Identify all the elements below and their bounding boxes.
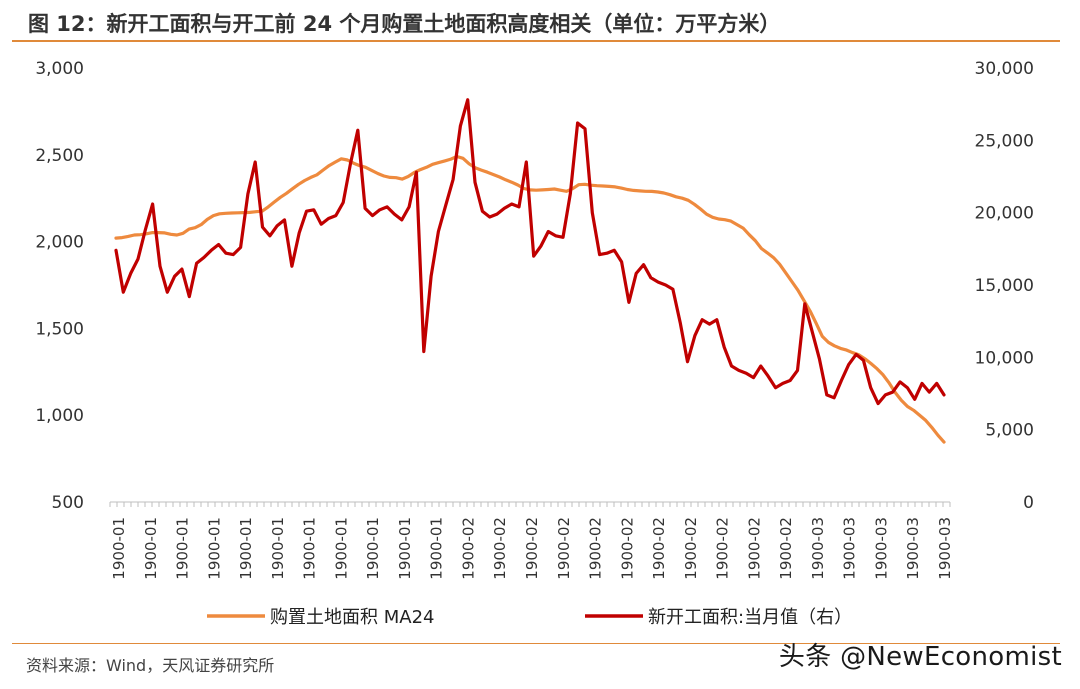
watermark: 头条 @NewEconomist	[778, 642, 1062, 672]
x-tick-label: 1900-03	[904, 517, 922, 580]
x-tick-label: 1900-02	[618, 517, 636, 580]
y-right-tick-label: 15,000	[975, 276, 1034, 296]
series-line-new-starts	[114, 98, 946, 406]
y-right-tick-label: 10,000	[975, 348, 1034, 368]
y-left-tick-label: 2,500	[35, 146, 84, 166]
x-tick-label: 1900-02	[714, 517, 732, 580]
x-tick-label: 1900-01	[237, 517, 255, 580]
y-right-tick-label: 0	[1023, 493, 1034, 513]
x-tick-label: 1900-03	[872, 517, 890, 580]
y-right-tick-label: 30,000	[975, 59, 1034, 79]
legend: 购置土地面积 MA24 新开工面积:当月值（右）	[207, 607, 852, 628]
y-left-tick-label: 500	[52, 493, 84, 513]
title-divider	[12, 40, 1060, 42]
series-layer	[114, 98, 946, 444]
x-tick-label: 1900-02	[777, 517, 795, 580]
x-tick-label: 1900-01	[110, 517, 128, 580]
footer-divider	[12, 643, 1060, 644]
figure-title: 图 12：新开工面积与开工前 24 个月购置土地面积高度相关（单位：万平方米）	[28, 12, 781, 36]
y-left-tick-label: 1,000	[35, 406, 84, 426]
x-tick-label: 1900-02	[587, 517, 605, 580]
x-tick-label: 1900-01	[332, 517, 350, 580]
x-tick-label: 1900-03	[809, 517, 827, 580]
y-right-tick-label: 20,000	[975, 204, 1034, 224]
y-left-tick-label: 3,000	[35, 59, 84, 79]
x-tick-label: 1900-03	[841, 517, 859, 580]
x-tick-label: 1900-03	[936, 517, 954, 580]
chart: 500 1,000 1,500 2,000 2,500 3,000 0 5,000 10,000…	[35, 59, 1034, 628]
x-tick-label: 1900-01	[269, 517, 287, 580]
x-tick-label: 1900-02	[682, 517, 700, 580]
x-tick-label: 1900-01	[205, 517, 223, 580]
x-tick-label: 1900-02	[523, 517, 541, 580]
x-tick-label: 1900-02	[650, 517, 668, 580]
x-tick-label: 1900-01	[174, 517, 192, 580]
y-left-tick-label: 1,500	[35, 319, 84, 339]
x-tick-label: 1900-01	[396, 517, 414, 580]
x-tick-label: 1900-02	[459, 517, 477, 580]
x-tick-label: 1900-01	[364, 517, 382, 580]
y-right-tick-label: 5,000	[985, 421, 1034, 441]
x-tick-label: 1900-01	[142, 517, 160, 580]
axes: 500 1,000 1,500 2,000 2,500 3,000 0 5,000 10,000…	[35, 59, 1034, 580]
source-note: 资料来源：Wind，天风证券研究所	[26, 656, 275, 675]
x-tick-label: 1900-02	[555, 517, 573, 580]
y-left-tick-label: 2,000	[35, 233, 84, 253]
x-tick-label: 1900-02	[491, 517, 509, 580]
x-tick-label: 1900-02	[745, 517, 763, 580]
y-right-tick-label: 25,000	[975, 131, 1034, 151]
legend-label: 购置土地面积 MA24	[270, 607, 434, 628]
legend-label: 新开工面积:当月值（右）	[648, 607, 852, 628]
x-tick-label: 1900-01	[301, 517, 319, 580]
x-tick-label: 1900-01	[428, 517, 446, 580]
